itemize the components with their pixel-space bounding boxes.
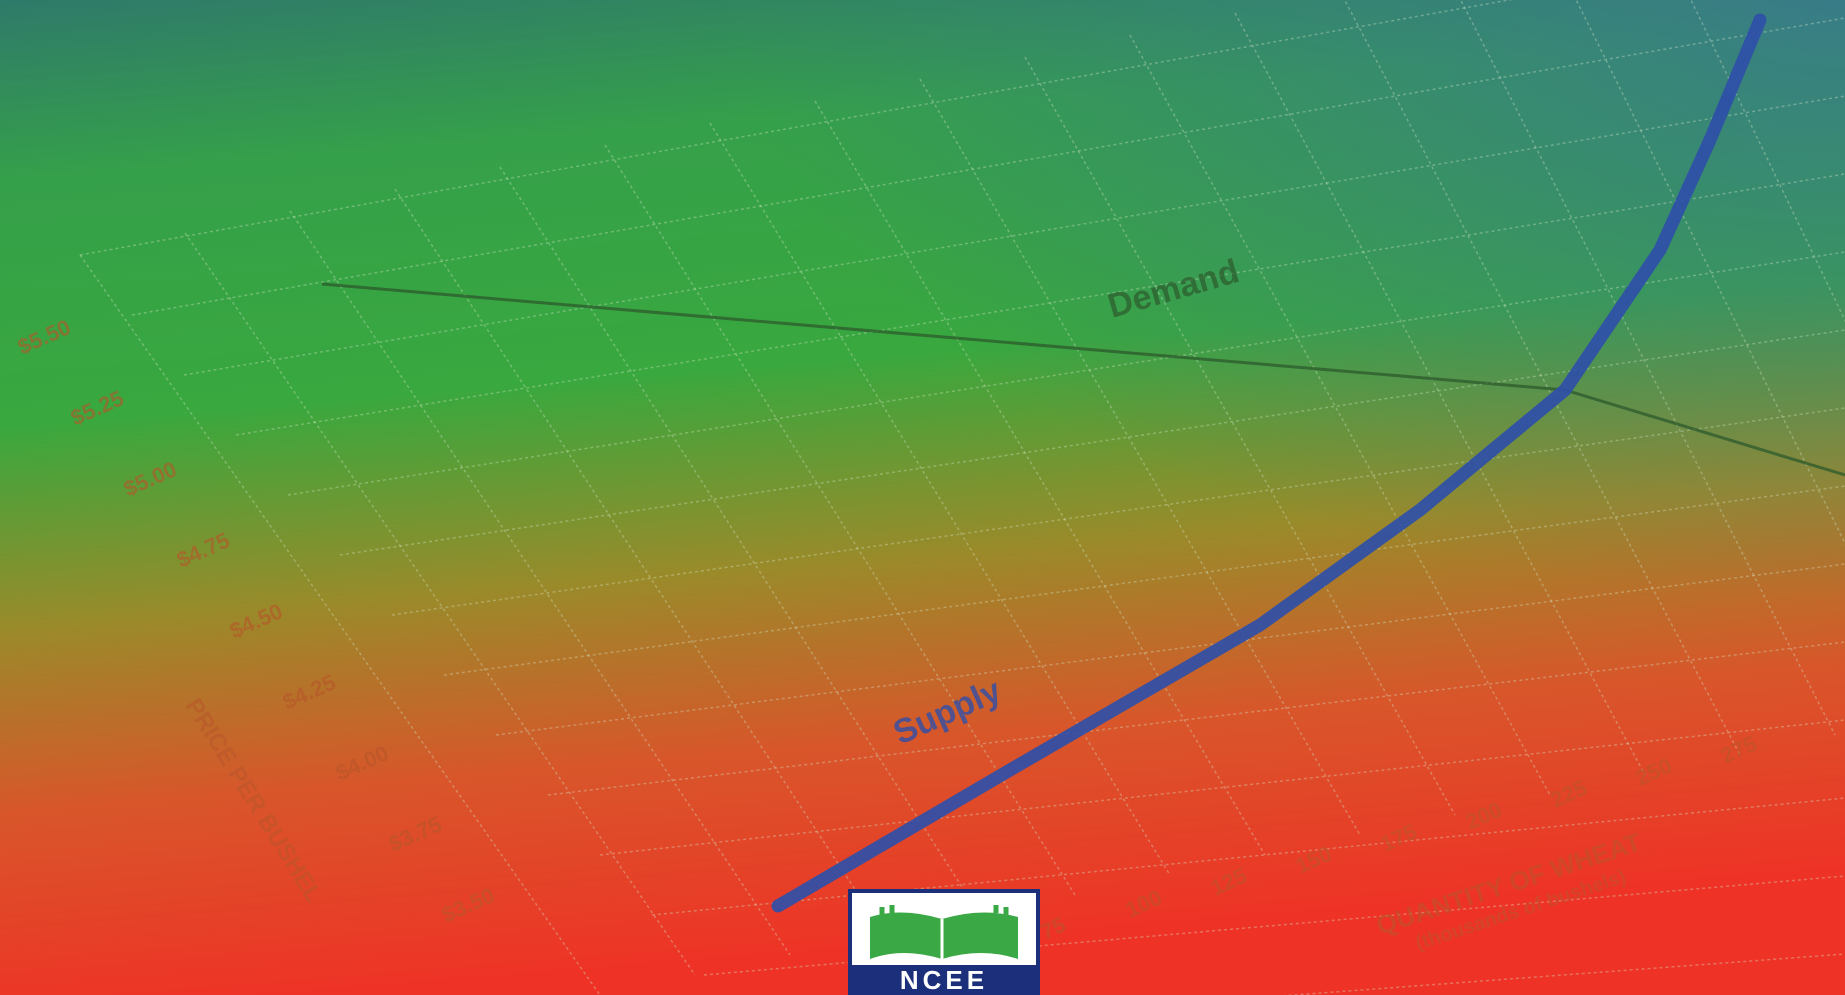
grid-line-horizontal	[79, 0, 1514, 256]
grid-line-vertical	[79, 254, 601, 995]
grid-line-horizontal	[547, 641, 1845, 796]
supply-curve	[771, 13, 1767, 913]
grid-line-horizontal	[183, 95, 1845, 376]
grid-line-vertical	[919, 78, 1361, 836]
logo-text: NCEE	[852, 965, 1036, 995]
grid-line-vertical	[1575, 0, 1845, 545]
grid-line-vertical	[1234, 12, 1646, 776]
grid-line-horizontal	[391, 407, 1845, 616]
grid-line-vertical	[184, 232, 696, 976]
grid-line-horizontal	[443, 485, 1845, 676]
grid-line-horizontal	[495, 563, 1845, 736]
open-book-icon	[870, 905, 1018, 959]
grid-line-vertical	[1024, 56, 1456, 816]
ncee-logo: NCEE	[848, 889, 1040, 995]
grid-line-vertical	[1690, 0, 1845, 323]
grid-line-horizontal	[131, 17, 1845, 316]
grid-line-vertical	[499, 166, 981, 916]
grid-line-vertical	[814, 100, 1266, 856]
grid-line-horizontal	[287, 251, 1845, 496]
grid-line-horizontal	[235, 173, 1845, 436]
grid-line-horizontal	[703, 875, 1845, 976]
grid-line-vertical	[394, 188, 886, 936]
grid-line-horizontal	[599, 719, 1845, 856]
grid-line-vertical	[709, 122, 1171, 876]
perspective-grid	[79, 0, 1845, 995]
grid-line-horizontal	[339, 329, 1845, 556]
grid-line-vertical	[1459, 0, 1836, 736]
grid-line-vertical	[1129, 34, 1551, 796]
